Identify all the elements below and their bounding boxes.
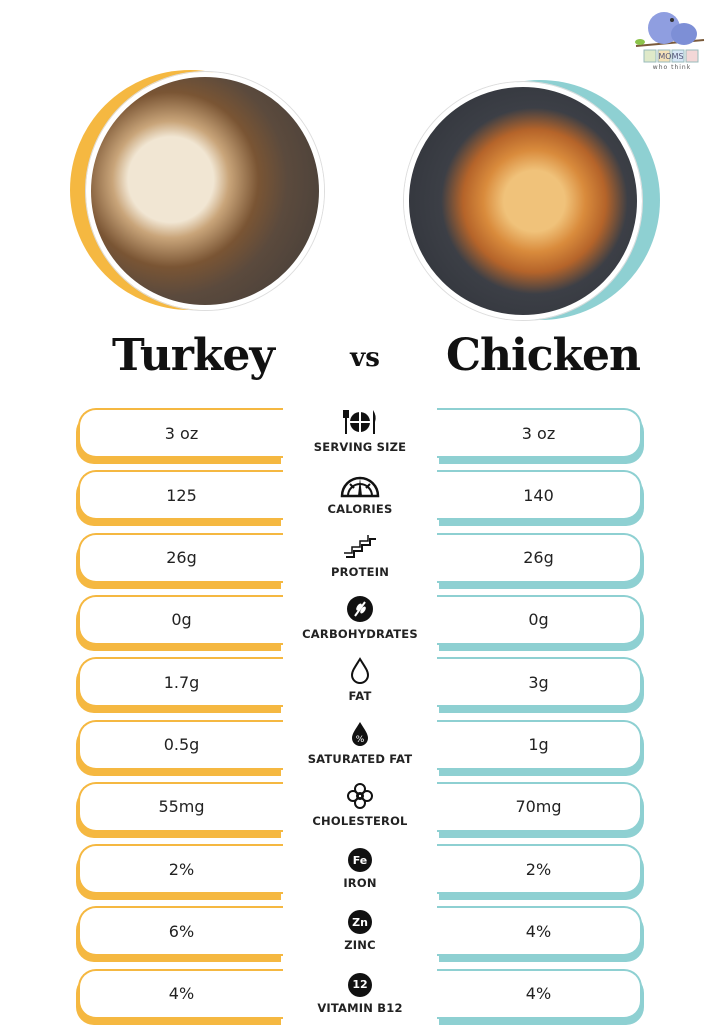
turkey-value: 0g	[78, 594, 283, 645]
b12-badge-icon: 12	[348, 972, 372, 997]
nutrient-label: FAT	[348, 689, 372, 704]
nutrient-label-group: 12 VITAMIN B12	[290, 969, 430, 1025]
nutrient-label-group: PROTEIN	[290, 533, 430, 589]
percent-droplet-icon: %	[349, 720, 371, 752]
nutrient-label-group: SERVING SIZE	[290, 408, 430, 464]
molecule-icon	[345, 781, 375, 815]
droplet-icon	[349, 657, 371, 689]
chicken-value: 4%	[437, 906, 642, 957]
nutrient-label-group: Fe IRON	[290, 844, 430, 900]
plate-fork-knife-icon	[342, 408, 378, 440]
turkey-title: Turkey	[112, 330, 275, 381]
nutrient-label: CARBOHYDRATES	[302, 626, 418, 641]
zn-badge-icon: Zn	[348, 910, 372, 935]
turkey-value: 2%	[78, 844, 283, 895]
nutrient-label: VITAMIN B12	[317, 1000, 403, 1015]
nutrient-row: 4% 12 VITAMIN B12 4%	[0, 968, 720, 1025]
protein-chain-icon	[342, 533, 378, 565]
nutrient-row: 1.7g FAT 3g	[0, 657, 720, 713]
nutrient-label-group: Zn ZINC	[290, 906, 430, 962]
nutrient-label-group: CHOLESTEROL	[290, 782, 430, 838]
turkey-value: 26g	[78, 532, 283, 583]
nutrient-label-group: % SATURATED FAT	[290, 720, 430, 776]
chicken-photo	[404, 82, 642, 320]
svg-text:%: %	[356, 735, 365, 745]
nutrient-label: SERVING SIZE	[313, 440, 407, 454]
chicken-value: 140	[437, 470, 642, 521]
nutrient-label-group: FAT	[290, 657, 430, 713]
nutrient-row: 26g PROTEIN 26g	[0, 532, 720, 589]
turkey-value: 1.7g	[78, 657, 283, 708]
turkey-value: 4%	[78, 968, 283, 1019]
chicken-value: 4%	[437, 968, 642, 1019]
chicken-value: 2%	[437, 844, 642, 895]
nutrient-row: 2% Fe IRON 2%	[0, 844, 720, 900]
nutrient-label: CALORIES	[327, 502, 393, 517]
turkey-value: 6%	[78, 906, 283, 957]
bird-logo-icon: MOMS	[635, 12, 705, 63]
chicken-value: 70mg	[437, 781, 642, 832]
nutrient-row: 6% Zn ZINC 4%	[0, 906, 720, 962]
turkey-value: 3 oz	[78, 408, 283, 458]
svg-text:MOMS: MOMS	[658, 52, 683, 61]
turkey-photo	[86, 72, 324, 310]
nutrient-row: 55mg CHOLESTEROL 70mg	[0, 781, 720, 838]
nutrient-label: PROTEIN	[330, 564, 390, 579]
fe-badge-icon: Fe	[348, 848, 372, 873]
nutrient-label: CHOLESTEROL	[312, 813, 408, 828]
chicken-title: Chicken	[446, 330, 641, 381]
turkey-value: 0.5g	[78, 719, 283, 770]
nutrient-row: 0.5g % SATURATED FAT 1g	[0, 719, 720, 776]
chicken-value: 1g	[437, 719, 642, 770]
moms-who-think-logo: MOMS who think	[634, 6, 710, 76]
logo-subtext: who think	[652, 64, 692, 71]
chicken-value: 3g	[437, 657, 642, 708]
nutrient-label: ZINC	[344, 938, 376, 953]
nutrient-label: IRON	[343, 876, 377, 891]
chicken-value: 26g	[437, 532, 642, 583]
nutrient-label-group: CARBOHYDRATES	[290, 595, 430, 651]
vs-label: vs	[350, 343, 380, 373]
nutrient-row: 0g CARBOHYDRATES 0g	[0, 594, 720, 651]
chicken-value: 0g	[437, 594, 642, 645]
gauge-icon	[340, 470, 380, 502]
nutrient-label-group: CALORIES	[290, 470, 430, 526]
turkey-value: 125	[78, 470, 283, 521]
chicken-value: 3 oz	[437, 408, 642, 458]
wheat-icon	[346, 595, 374, 627]
nutrient-row: 3 oz SERVING SIZE 3 oz	[0, 408, 720, 464]
turkey-value: 55mg	[78, 781, 283, 832]
nutrient-label: SATURATED FAT	[307, 751, 413, 766]
nutrient-row: 125 CALORIES 140	[0, 470, 720, 526]
